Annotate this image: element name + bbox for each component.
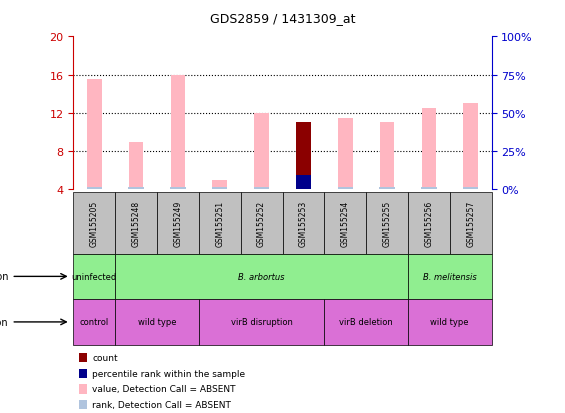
Bar bbox=[170, 187, 186, 190]
Text: GSM155251: GSM155251 bbox=[215, 200, 224, 246]
Bar bbox=[87, 80, 102, 190]
Text: GSM155252: GSM155252 bbox=[257, 200, 266, 246]
Text: virB deletion: virB deletion bbox=[339, 318, 393, 327]
Bar bbox=[421, 187, 437, 190]
Bar bbox=[296, 123, 311, 190]
Bar bbox=[379, 187, 395, 190]
Bar bbox=[212, 180, 227, 190]
Bar bbox=[86, 187, 102, 190]
Text: GSM155248: GSM155248 bbox=[132, 200, 141, 246]
Text: wild type: wild type bbox=[431, 318, 469, 327]
Text: GSM155249: GSM155249 bbox=[173, 200, 182, 246]
Text: GSM155255: GSM155255 bbox=[383, 200, 392, 246]
Text: wild type: wild type bbox=[138, 318, 176, 327]
Bar bbox=[212, 187, 228, 190]
Text: GSM155253: GSM155253 bbox=[299, 200, 308, 246]
Bar bbox=[380, 123, 394, 190]
Bar bbox=[128, 187, 144, 190]
Bar bbox=[463, 104, 478, 190]
Bar bbox=[295, 176, 311, 190]
Bar bbox=[254, 114, 269, 190]
Text: B. arbortus: B. arbortus bbox=[238, 272, 285, 281]
Bar bbox=[338, 119, 353, 190]
Text: rank, Detection Call = ABSENT: rank, Detection Call = ABSENT bbox=[92, 400, 231, 409]
Text: GSM155257: GSM155257 bbox=[466, 200, 475, 246]
Text: GSM155254: GSM155254 bbox=[341, 200, 350, 246]
Text: infection: infection bbox=[0, 272, 8, 282]
Text: value, Detection Call = ABSENT: value, Detection Call = ABSENT bbox=[92, 385, 236, 394]
Text: GSM155256: GSM155256 bbox=[424, 200, 433, 246]
Bar bbox=[129, 142, 144, 190]
Bar bbox=[337, 187, 353, 190]
Text: control: control bbox=[80, 318, 109, 327]
Text: percentile rank within the sample: percentile rank within the sample bbox=[92, 369, 245, 378]
Text: count: count bbox=[92, 353, 118, 362]
Bar bbox=[421, 109, 436, 190]
Text: genotype/variation: genotype/variation bbox=[0, 317, 8, 327]
Bar bbox=[171, 75, 185, 190]
Text: B. melitensis: B. melitensis bbox=[423, 272, 477, 281]
Text: virB disruption: virB disruption bbox=[231, 318, 293, 327]
Text: GSM155205: GSM155205 bbox=[90, 200, 99, 246]
Bar bbox=[254, 187, 270, 190]
Text: GDS2859 / 1431309_at: GDS2859 / 1431309_at bbox=[210, 12, 355, 25]
Bar bbox=[463, 187, 479, 190]
Text: uninfected: uninfected bbox=[72, 272, 117, 281]
